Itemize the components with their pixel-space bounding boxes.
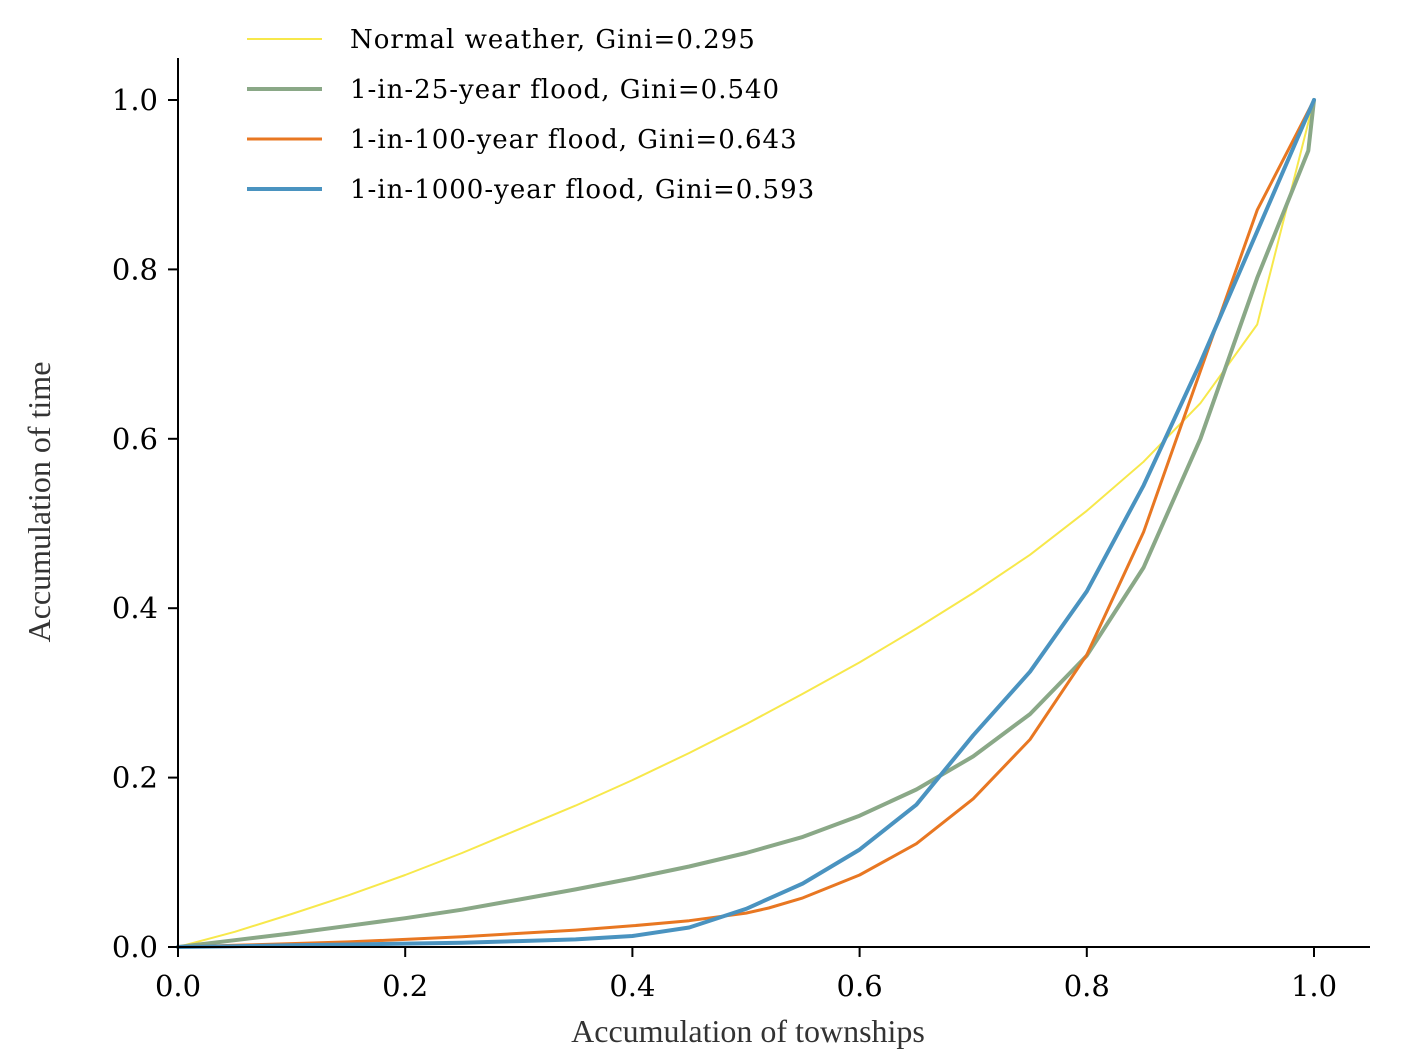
legend-label-3: 1-in-100-year flood, Gini=0.643 (350, 125, 798, 155)
legend-label-4: 1-in-1000-year flood, Gini=0.593 (350, 175, 815, 205)
x-tick-label: 0.8 (1064, 969, 1110, 1003)
y-tick-label: 0.6 (112, 422, 158, 456)
x-tick-label: 0.4 (609, 969, 655, 1003)
series-layer (176, 98, 1316, 949)
x-tick-label: 1.0 (1291, 969, 1337, 1003)
x-axis-title: Accumulation of townships (571, 1013, 925, 1049)
series-line-2 (176, 98, 1316, 949)
series-line-1 (177, 99, 1315, 948)
legend-label-1: Normal weather, Gini=0.295 (350, 25, 756, 55)
x-tick-label: 0.2 (382, 969, 428, 1003)
y-tick-label: 0.8 (112, 252, 158, 286)
y-axis-title: Accumulation of time (21, 362, 57, 643)
series-line-4 (176, 98, 1316, 949)
y-tick-label: 0.4 (112, 591, 158, 625)
x-tick-label: 0.0 (155, 969, 201, 1003)
legend-label-2: 1-in-25-year flood, Gini=0.540 (350, 75, 780, 105)
y-tick-label: 0.2 (112, 761, 158, 795)
legend: Normal weather, Gini=0.295 1-in-25-year f… (247, 25, 815, 205)
y-tick-label: 0.0 (112, 930, 158, 964)
ticks-layer: 0.0 0.2 0.4 0.6 0.8 1.0 0.0 0.2 0.4 0.6 0.8 1.0 (112, 83, 1337, 1003)
y-tick-label: 1.0 (112, 83, 158, 117)
x-tick-label: 0.6 (837, 969, 883, 1003)
series-line-3 (176, 98, 1316, 949)
